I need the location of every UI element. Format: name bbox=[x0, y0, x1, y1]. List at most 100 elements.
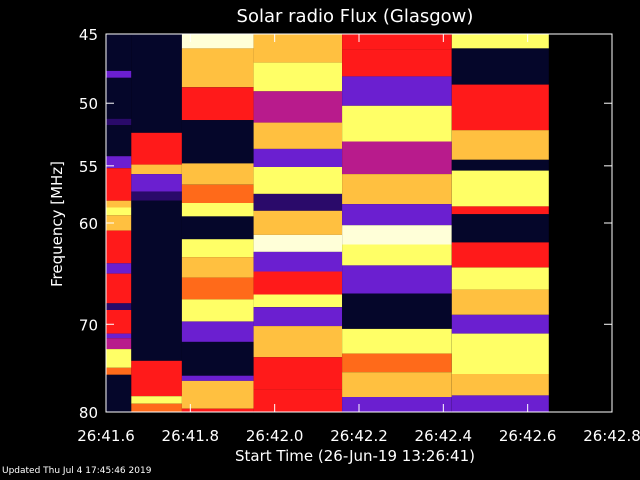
x-tick-label: 26:42.4 bbox=[415, 427, 473, 445]
heatmap-cell bbox=[253, 234, 343, 252]
heatmap-cell bbox=[253, 167, 343, 194]
heatmap-cell bbox=[342, 293, 452, 329]
updated-timestamp: Updated Thu Jul 4 17:45:46 2019 bbox=[2, 466, 152, 476]
heatmap-cell bbox=[106, 333, 132, 339]
heatmap-cell bbox=[451, 395, 549, 412]
heatmap-cell bbox=[342, 49, 452, 77]
heatmap-cell bbox=[253, 251, 343, 272]
heatmap-cell bbox=[451, 289, 549, 315]
heatmap-cell bbox=[106, 156, 132, 169]
heatmap-cell bbox=[106, 310, 132, 334]
heatmap-cell bbox=[253, 294, 343, 308]
heatmap-cell bbox=[106, 125, 132, 157]
heatmap-cell bbox=[181, 380, 254, 409]
heatmap-cell bbox=[451, 214, 549, 243]
x-tick-label: 26:42.0 bbox=[246, 427, 304, 445]
heatmap-cell bbox=[131, 132, 182, 165]
heatmap-cell bbox=[342, 328, 452, 354]
heatmap-cell bbox=[181, 120, 254, 164]
heatmap-cell bbox=[106, 70, 132, 78]
chart-title: Solar radio Flux (Glasgow) bbox=[237, 6, 474, 27]
heatmap-cell bbox=[106, 34, 132, 71]
heatmap-cell bbox=[451, 48, 549, 85]
heatmap-cell bbox=[181, 163, 254, 185]
heatmap-cell bbox=[181, 341, 254, 376]
heatmap-cell bbox=[342, 105, 452, 142]
heatmap-cell bbox=[253, 122, 343, 149]
heatmap-cell bbox=[131, 403, 182, 412]
heatmap-cell bbox=[106, 273, 132, 304]
heatmap-cell bbox=[253, 271, 343, 295]
heatmap-cell bbox=[181, 216, 254, 240]
x-tick-label: 26:42.2 bbox=[330, 427, 388, 445]
heatmap-cell bbox=[342, 141, 452, 175]
heatmap-cell bbox=[106, 118, 132, 126]
heatmap-cell bbox=[131, 360, 182, 397]
heatmap-cell bbox=[131, 34, 182, 133]
heatmap-cell bbox=[342, 372, 452, 397]
heatmap-cell bbox=[181, 321, 254, 342]
x-tick-label: 26:42.8 bbox=[583, 427, 640, 445]
heatmap-cell bbox=[451, 159, 549, 171]
heatmap-cell bbox=[106, 338, 132, 350]
x-axis-ticks: 26:41.6 26:41.8 26:42.0 26:42.2 26:42.4 26:42… bbox=[77, 34, 640, 445]
heatmap-cell bbox=[253, 357, 343, 390]
heatmap-cell bbox=[181, 277, 254, 300]
heatmap-cell bbox=[181, 299, 254, 322]
heatmap-cell bbox=[342, 265, 452, 294]
heatmap-cell bbox=[342, 353, 452, 373]
heatmap-cell bbox=[106, 168, 132, 201]
spectrogram-cells bbox=[106, 34, 549, 412]
y-tick-label: 80 bbox=[79, 404, 98, 422]
heatmap-cell bbox=[451, 170, 549, 207]
heatmap-cell bbox=[181, 87, 254, 121]
heatmap-cell bbox=[451, 130, 549, 160]
heatmap-cell bbox=[253, 148, 343, 167]
heatmap-cell bbox=[253, 210, 343, 235]
heatmap-cell bbox=[106, 77, 132, 119]
heatmap-cell bbox=[181, 408, 254, 412]
heatmap-cell bbox=[451, 267, 549, 290]
y-tick-label: 50 bbox=[79, 95, 98, 113]
heatmap-cell bbox=[131, 164, 182, 175]
heatmap-cell bbox=[253, 389, 343, 412]
heatmap-cell bbox=[106, 207, 132, 216]
y-axis-label: Frequency [MHz] bbox=[48, 161, 66, 287]
y-tick-label: 60 bbox=[79, 215, 98, 233]
x-axis-label: Start Time (26-Jun-19 13:26:41) bbox=[235, 447, 475, 465]
heatmap-cell bbox=[253, 307, 343, 327]
heatmap-cell bbox=[131, 174, 182, 192]
x-tick-label: 26:42.6 bbox=[499, 427, 557, 445]
heatmap-cell bbox=[181, 257, 254, 278]
heatmap-cell bbox=[106, 303, 132, 310]
heatmap-cell bbox=[181, 34, 254, 49]
heatmap-cell bbox=[106, 230, 132, 264]
heatmap-cell bbox=[106, 263, 132, 274]
heatmap-cell bbox=[342, 34, 452, 50]
heatmap-cell bbox=[106, 349, 132, 368]
heatmap-cell bbox=[131, 191, 182, 201]
heatmap-cell bbox=[181, 184, 254, 203]
y-tick-label: 45 bbox=[79, 26, 98, 44]
heatmap-cell bbox=[181, 375, 254, 381]
y-tick-label: 70 bbox=[79, 316, 98, 334]
heatmap-cell bbox=[106, 200, 132, 208]
heatmap-cell bbox=[181, 48, 254, 88]
heatmap-cell bbox=[451, 374, 549, 396]
heatmap-cell bbox=[451, 84, 549, 131]
x-tick-label: 26:41.8 bbox=[162, 427, 220, 445]
heatmap-cell bbox=[451, 206, 549, 215]
heatmap-cell bbox=[342, 76, 452, 106]
heatmap-cell bbox=[451, 333, 549, 374]
heatmap-cell bbox=[342, 204, 452, 226]
heatmap-cell bbox=[253, 326, 343, 358]
heatmap-cell bbox=[342, 174, 452, 205]
heatmap-cell bbox=[342, 244, 452, 266]
heatmap-cell bbox=[131, 396, 182, 404]
x-tick-label: 26:41.6 bbox=[77, 427, 135, 445]
y-axis-ticks: 45 50 55 60 70 80 bbox=[79, 26, 612, 422]
heatmap-cell bbox=[106, 367, 132, 375]
heatmap-cell bbox=[253, 91, 343, 123]
